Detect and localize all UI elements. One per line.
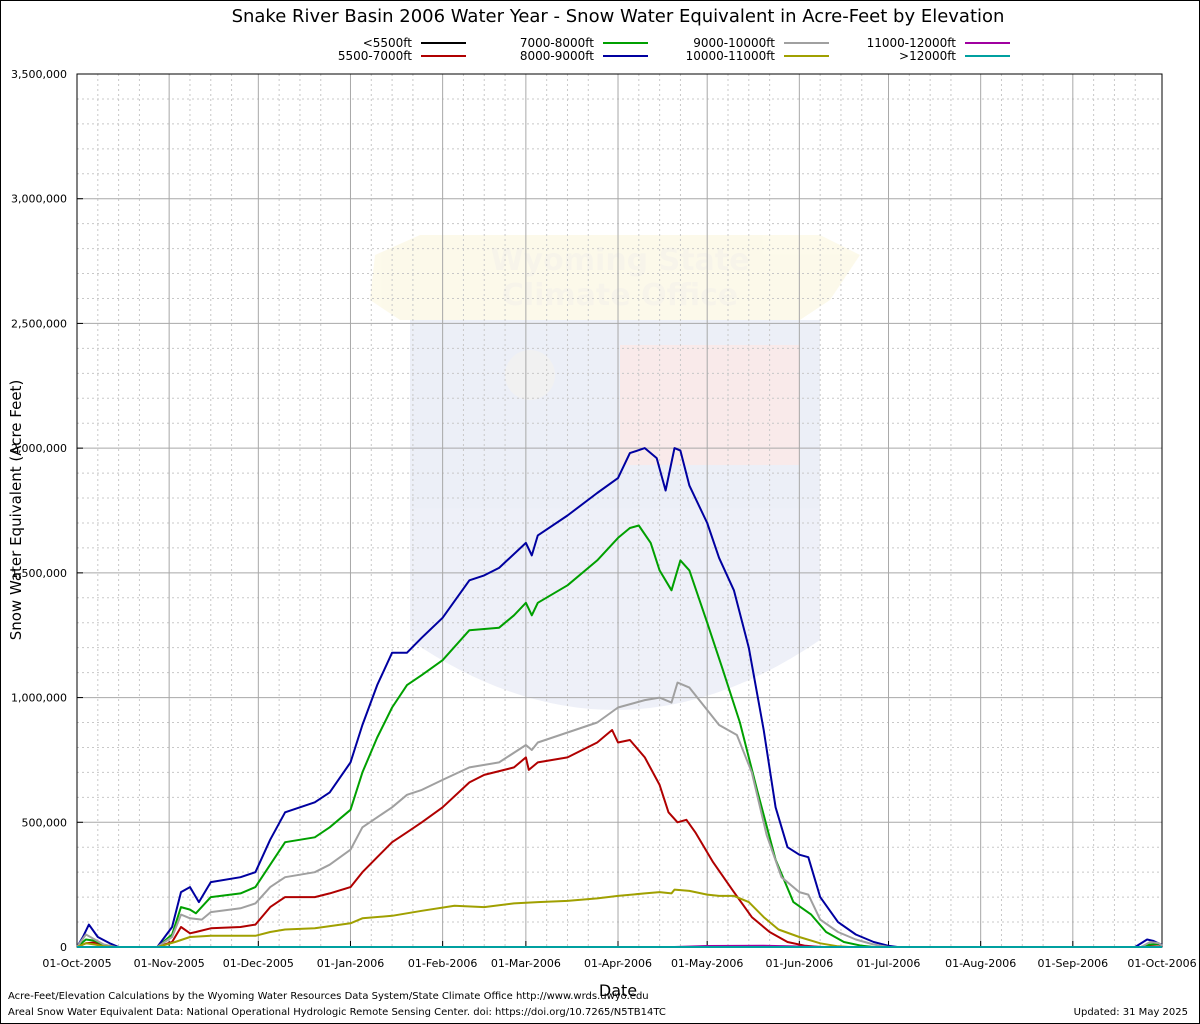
y-tick-label: 3,500,000: [11, 68, 67, 81]
climate-office-watermark: Wyoming State Climate Office: [370, 235, 860, 710]
series-line: [76, 729, 1163, 948]
legend-label: 11000-12000ft: [867, 36, 957, 50]
legend-label: <5500ft: [363, 36, 413, 50]
legend-label: 8000-9000ft: [520, 49, 594, 63]
legend-label: 5500-7000ft: [338, 49, 412, 63]
y-tick-label: 500,000: [22, 816, 68, 829]
x-tick-label: 01-Apr-2006: [584, 957, 652, 970]
y-tick-label: 1,500,000: [11, 567, 67, 580]
x-tick-label: 01-Jun-2006: [765, 957, 833, 970]
y-tick-label: 0: [60, 941, 67, 954]
series-line: [76, 681, 1163, 948]
x-tick-label: 01-Sep-2006: [1037, 957, 1108, 970]
x-tick-label: 01-Aug-2006: [945, 957, 1016, 970]
series-lines: [76, 447, 1163, 948]
watermark-globe-shape: [505, 350, 555, 400]
chart-title: Snake River Basin 2006 Water Year - Snow…: [232, 6, 1005, 27]
grid: [77, 74, 1162, 947]
y-tick-label: 1,000,000: [11, 692, 67, 705]
credit-line-1: Acre-Feet/Elevation Calculations by the …: [8, 991, 649, 1002]
credit-line-2: Areal Snow Water Equivalent Data: Nation…: [8, 1007, 666, 1018]
legend-label: 10000-11000ft: [686, 49, 776, 63]
watermark-shield-shape: [410, 320, 820, 710]
y-tick-label: 2,500,000: [11, 317, 67, 330]
x-axis-label: Date: [599, 981, 637, 1000]
y-axis-label: Snow Water Equivalent (Acre Feet): [7, 380, 25, 641]
axis-ticks: 0 500,000 1,000,000 1,500,000 2,000,000 2,500…: [11, 68, 1197, 970]
series-line: [76, 888, 1162, 948]
x-tick-label: 01-May-2006: [671, 957, 743, 970]
updated-date: Updated: 31 May 2025: [1073, 1007, 1188, 1018]
watermark-line-2: Climate Office: [502, 278, 738, 313]
watermark-line-1: Wyoming State: [491, 243, 750, 278]
y-tick-label: 3,000,000: [11, 193, 67, 206]
legend-label: 9000-10000ft: [693, 36, 775, 50]
x-tick-label: 01-Jul-2006: [857, 957, 921, 970]
legend-label: >12000ft: [899, 49, 956, 63]
x-tick-label: 01-Dec-2005: [223, 957, 294, 970]
series-line: [76, 524, 1163, 948]
x-tick-label: 01-Feb-2006: [408, 957, 477, 970]
series-line: [76, 447, 1163, 948]
x-tick-label: 01-Oct-2006: [1127, 957, 1196, 970]
legend-label: 7000-8000ft: [520, 36, 594, 50]
x-tick-label: 01-Mar-2006: [491, 957, 561, 970]
y-tick-label: 2,000,000: [11, 442, 67, 455]
x-tick-label: 01-Oct-2005: [42, 957, 111, 970]
x-tick-label: 01-Jan-2006: [317, 957, 385, 970]
x-tick-label: 01-Nov-2005: [134, 957, 205, 970]
watermark-flag-shape: [620, 345, 800, 465]
